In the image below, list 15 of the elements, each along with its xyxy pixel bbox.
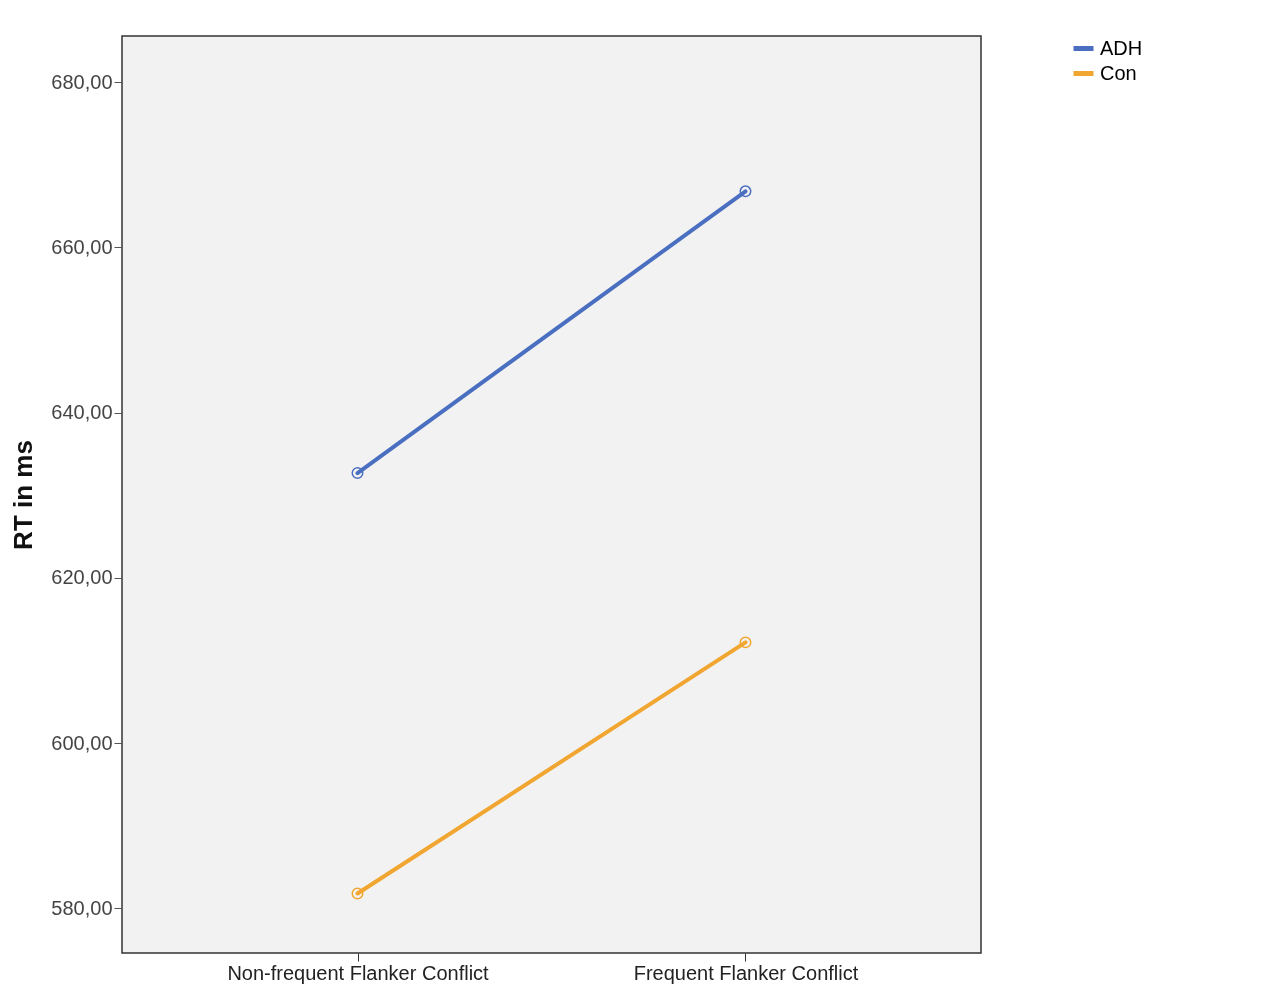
y-tick-label: 680,00 — [51, 70, 113, 93]
y-tick-label: 640,00 — [51, 401, 113, 424]
legend-label: Con — [1100, 61, 1137, 84]
y-axis-title: RT in ms — [8, 440, 39, 550]
y-tick-label: 620,00 — [51, 566, 113, 589]
point — [351, 887, 364, 900]
legend-label: ADH — [1100, 36, 1143, 59]
x-tick-label: Frequent Flanker Conflict — [633, 961, 859, 984]
point — [351, 467, 364, 479]
point — [739, 185, 752, 198]
y-tick-label: 600,00 — [51, 731, 113, 754]
y-tick-label: 580,00 — [51, 896, 113, 919]
point — [739, 636, 752, 649]
x-tick-label: Non-frequent Flanker Conflict — [227, 961, 490, 984]
y-tick-label: 660,00 — [51, 235, 113, 258]
